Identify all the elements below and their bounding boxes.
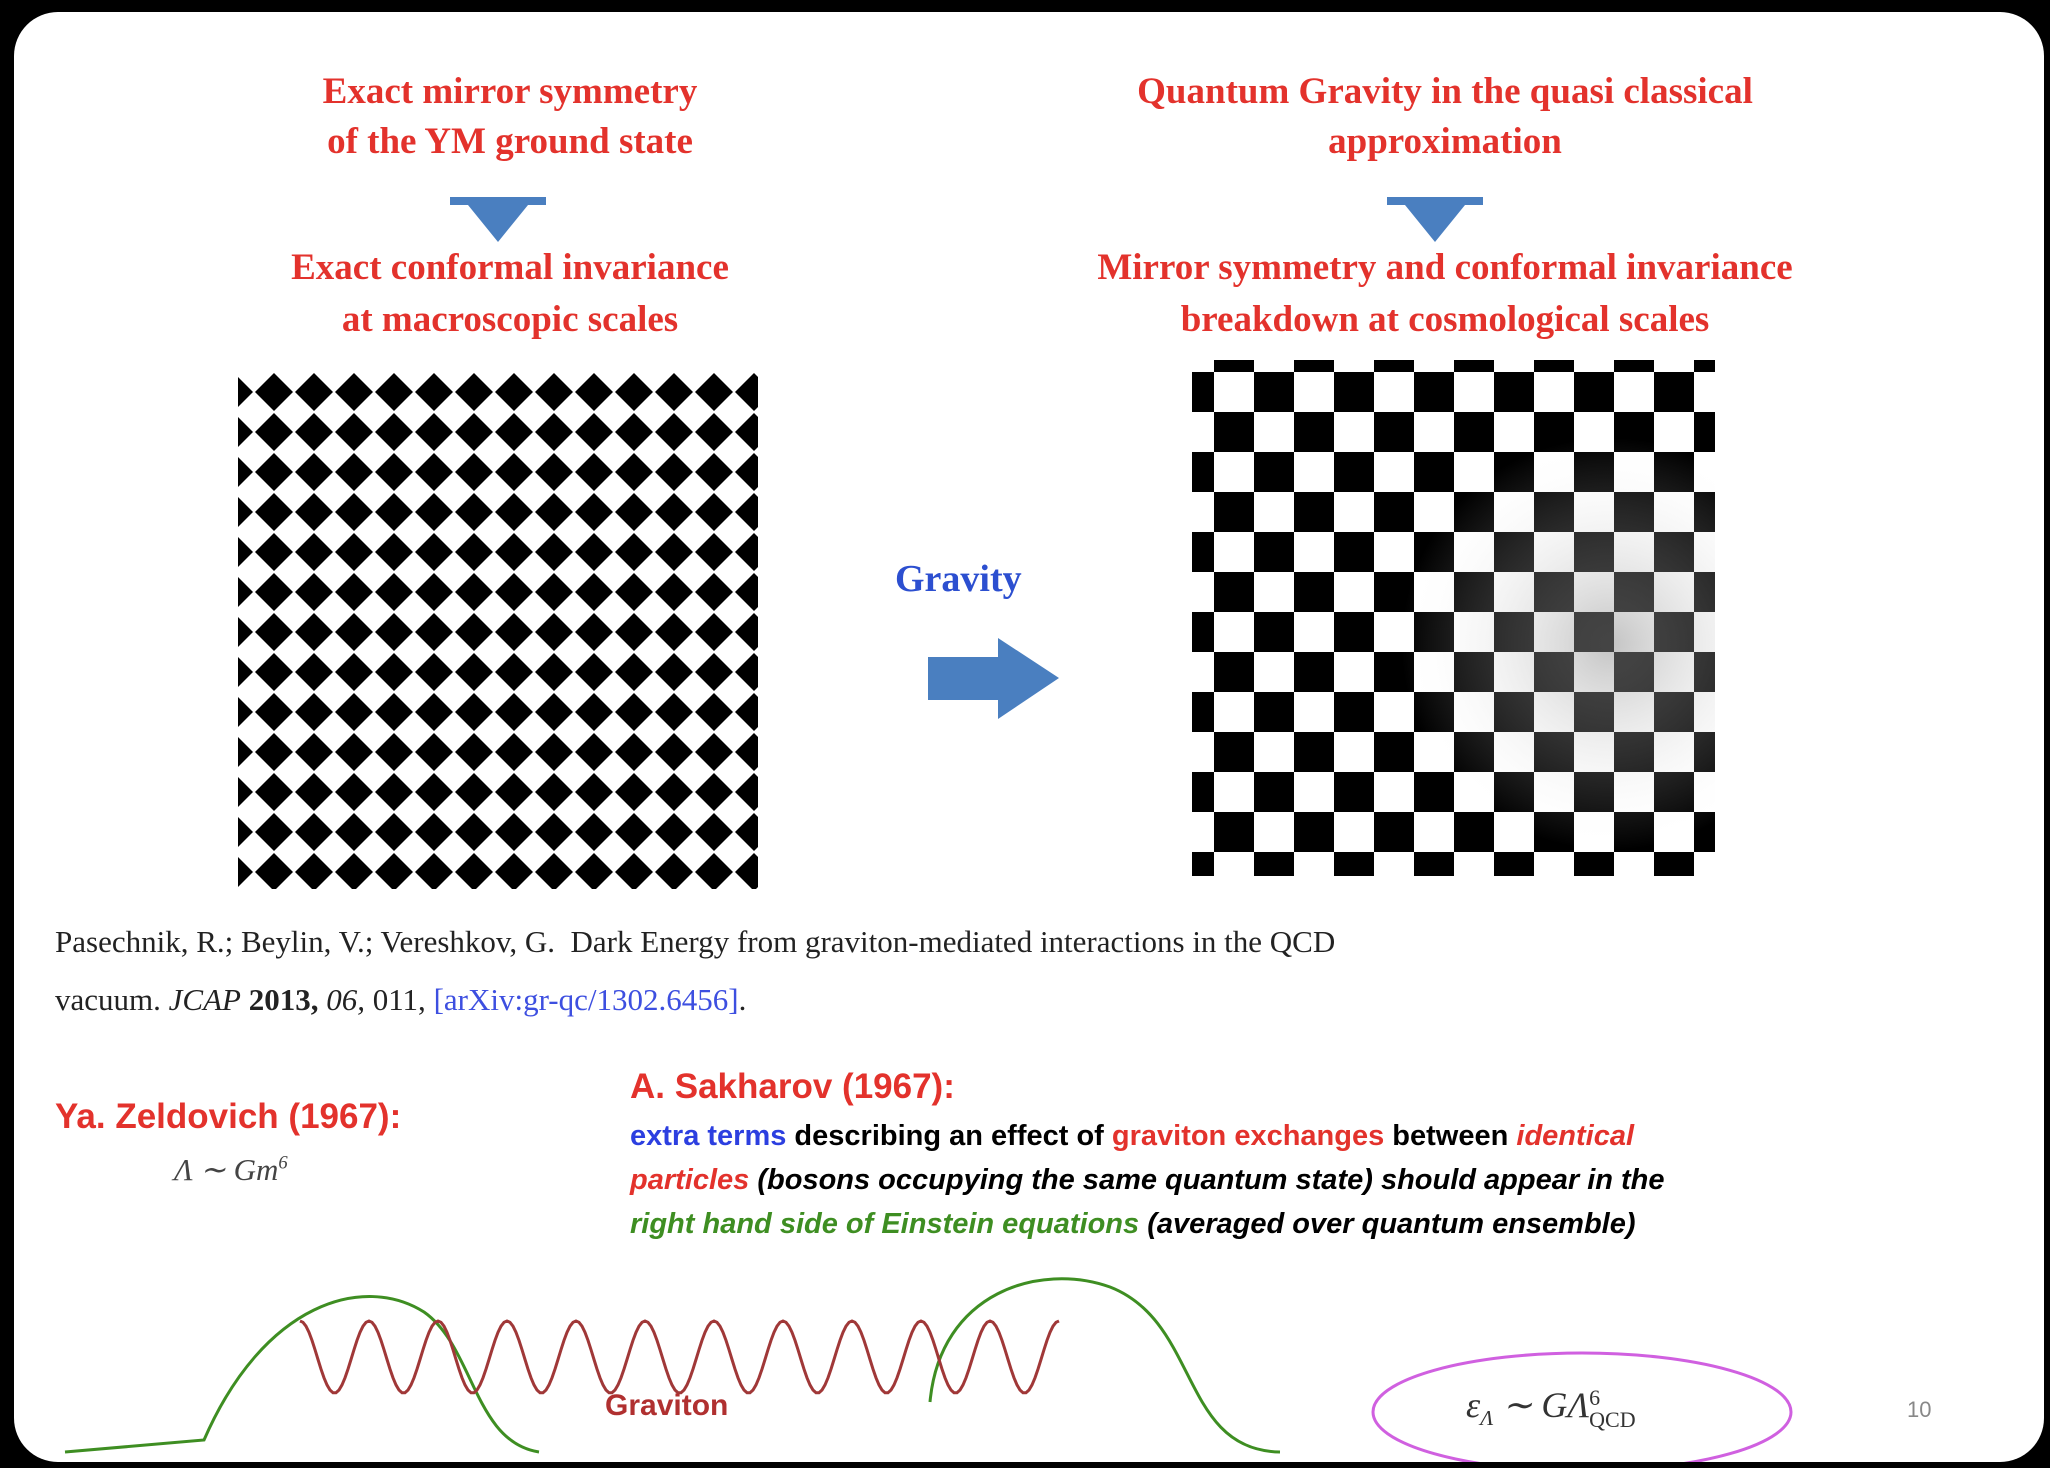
reference: Pasechnik, R.; Beylin, V.; Vereshkov, G.… [55, 924, 1335, 960]
arxiv-link[interactable]: [arXiv:gr-qc/1302.6456] [434, 982, 739, 1017]
slide: Exact mirror symmetry of the YM ground s… [14, 12, 2044, 1462]
text: QCD [1589, 1409, 1635, 1431]
mirror-symmetric-pattern [238, 373, 758, 889]
gravity-label: Gravity [895, 557, 1022, 601]
journal: JCAP [169, 982, 241, 1017]
text: graviton exchanges [1112, 1120, 1384, 1152]
volume: 06, [318, 982, 365, 1017]
sakharov-line: right hand side of Einstein equations (a… [630, 1208, 1636, 1241]
text: particles [630, 1164, 749, 1196]
left-subheading: at macroscopic scales [342, 295, 678, 345]
text: (averaged over quantum ensemble) [1139, 1208, 1635, 1240]
reference: vacuum. JCAP 2013, 06, 011, [arXiv:gr-qc… [55, 982, 746, 1018]
left-heading: of the YM ground state [327, 117, 693, 167]
text: Λ ∼ Gm [174, 1152, 278, 1187]
year: 2013, [241, 982, 319, 1017]
pattern-shading [1192, 360, 1715, 876]
sakharov-line: particles (bosons occupying the same qua… [630, 1164, 1665, 1197]
page: Exact mirror symmetry of the YM ground s… [0, 0, 2050, 1468]
right-subheading: Mirror symmetry and conformal invariance [1097, 243, 1792, 293]
text: describing an effect of [786, 1120, 1112, 1152]
wave-packet [930, 1279, 1280, 1452]
slide-graphics [14, 12, 2044, 1462]
right-subheading: breakdown at cosmological scales [1181, 295, 1710, 345]
zeldovich-title: Ya. Zeldovich (1967): [55, 1097, 401, 1137]
page-number: 10 [1907, 1397, 1931, 1423]
text: between [1384, 1120, 1516, 1152]
text: identical [1516, 1120, 1634, 1152]
wave-packet [65, 1297, 539, 1452]
text: right hand side of Einstein equations [630, 1208, 1139, 1240]
text: (bosons occupying the same quantum state… [749, 1164, 1664, 1196]
right-heading: approximation [1328, 117, 1562, 167]
text: vacuum. [55, 982, 169, 1017]
zeldovich-formula: Λ ∼ Gm6 [174, 1152, 288, 1188]
text: ∼ GΛ [1493, 1385, 1589, 1425]
text: Λ [1480, 1406, 1493, 1430]
left-heading: Exact mirror symmetry [323, 67, 698, 117]
sakharov-title: A. Sakharov (1967): [630, 1067, 955, 1107]
graviton-wave [300, 1321, 1059, 1393]
text: ε [1466, 1385, 1480, 1425]
right-arrow [928, 638, 1059, 719]
page: 011, [365, 982, 434, 1017]
text: extra terms [630, 1120, 786, 1152]
text: 6 [1589, 1387, 1635, 1409]
graviton-label: Graviton [605, 1389, 728, 1423]
exponent: 6 [278, 1153, 287, 1174]
down-arrow [450, 197, 546, 242]
text: . [739, 982, 747, 1017]
left-subheading: Exact conformal invariance [291, 243, 729, 293]
right-heading: Quantum Gravity in the quasi classical [1137, 67, 1753, 117]
sakharov-line: extra terms describing an effect of grav… [630, 1120, 1634, 1153]
down-arrow [1387, 197, 1483, 242]
